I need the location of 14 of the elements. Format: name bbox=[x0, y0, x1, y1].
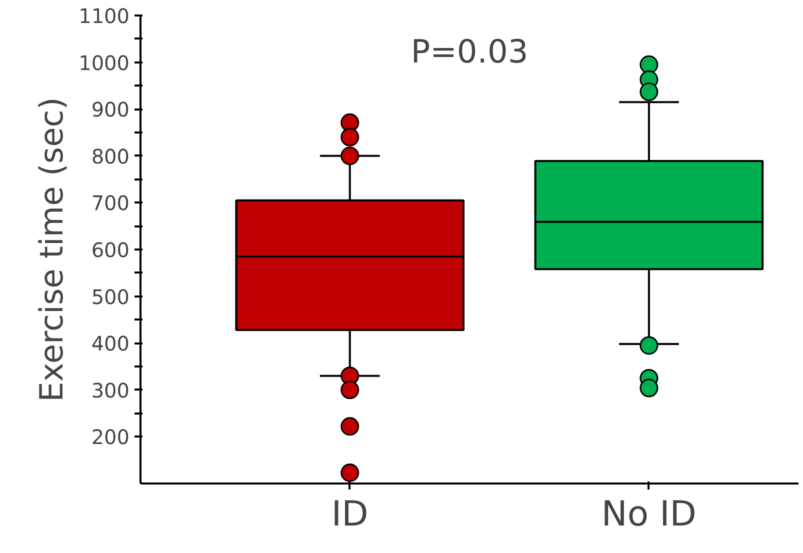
y-tick-label: 200 bbox=[91, 425, 130, 450]
y-tick-label: 900 bbox=[91, 98, 130, 122]
y-tick-label: 400 bbox=[91, 332, 130, 356]
y-tick-label: 700 bbox=[91, 191, 130, 216]
y-tick-label: 600 bbox=[91, 238, 130, 262]
x-tick-label: ID bbox=[331, 494, 368, 534]
annotation: P=0.03 bbox=[410, 32, 528, 71]
x-tick-label: No ID bbox=[601, 494, 696, 534]
y-tick-label: 1100 bbox=[78, 4, 130, 28]
y-tick-label: 1000 bbox=[78, 50, 130, 75]
y-axis-title: Exercise time (sec) bbox=[32, 97, 71, 402]
y-tick-label: 500 bbox=[91, 284, 130, 309]
y-tick-label: 800 bbox=[91, 144, 130, 168]
y-tick-label: 300 bbox=[91, 378, 130, 402]
